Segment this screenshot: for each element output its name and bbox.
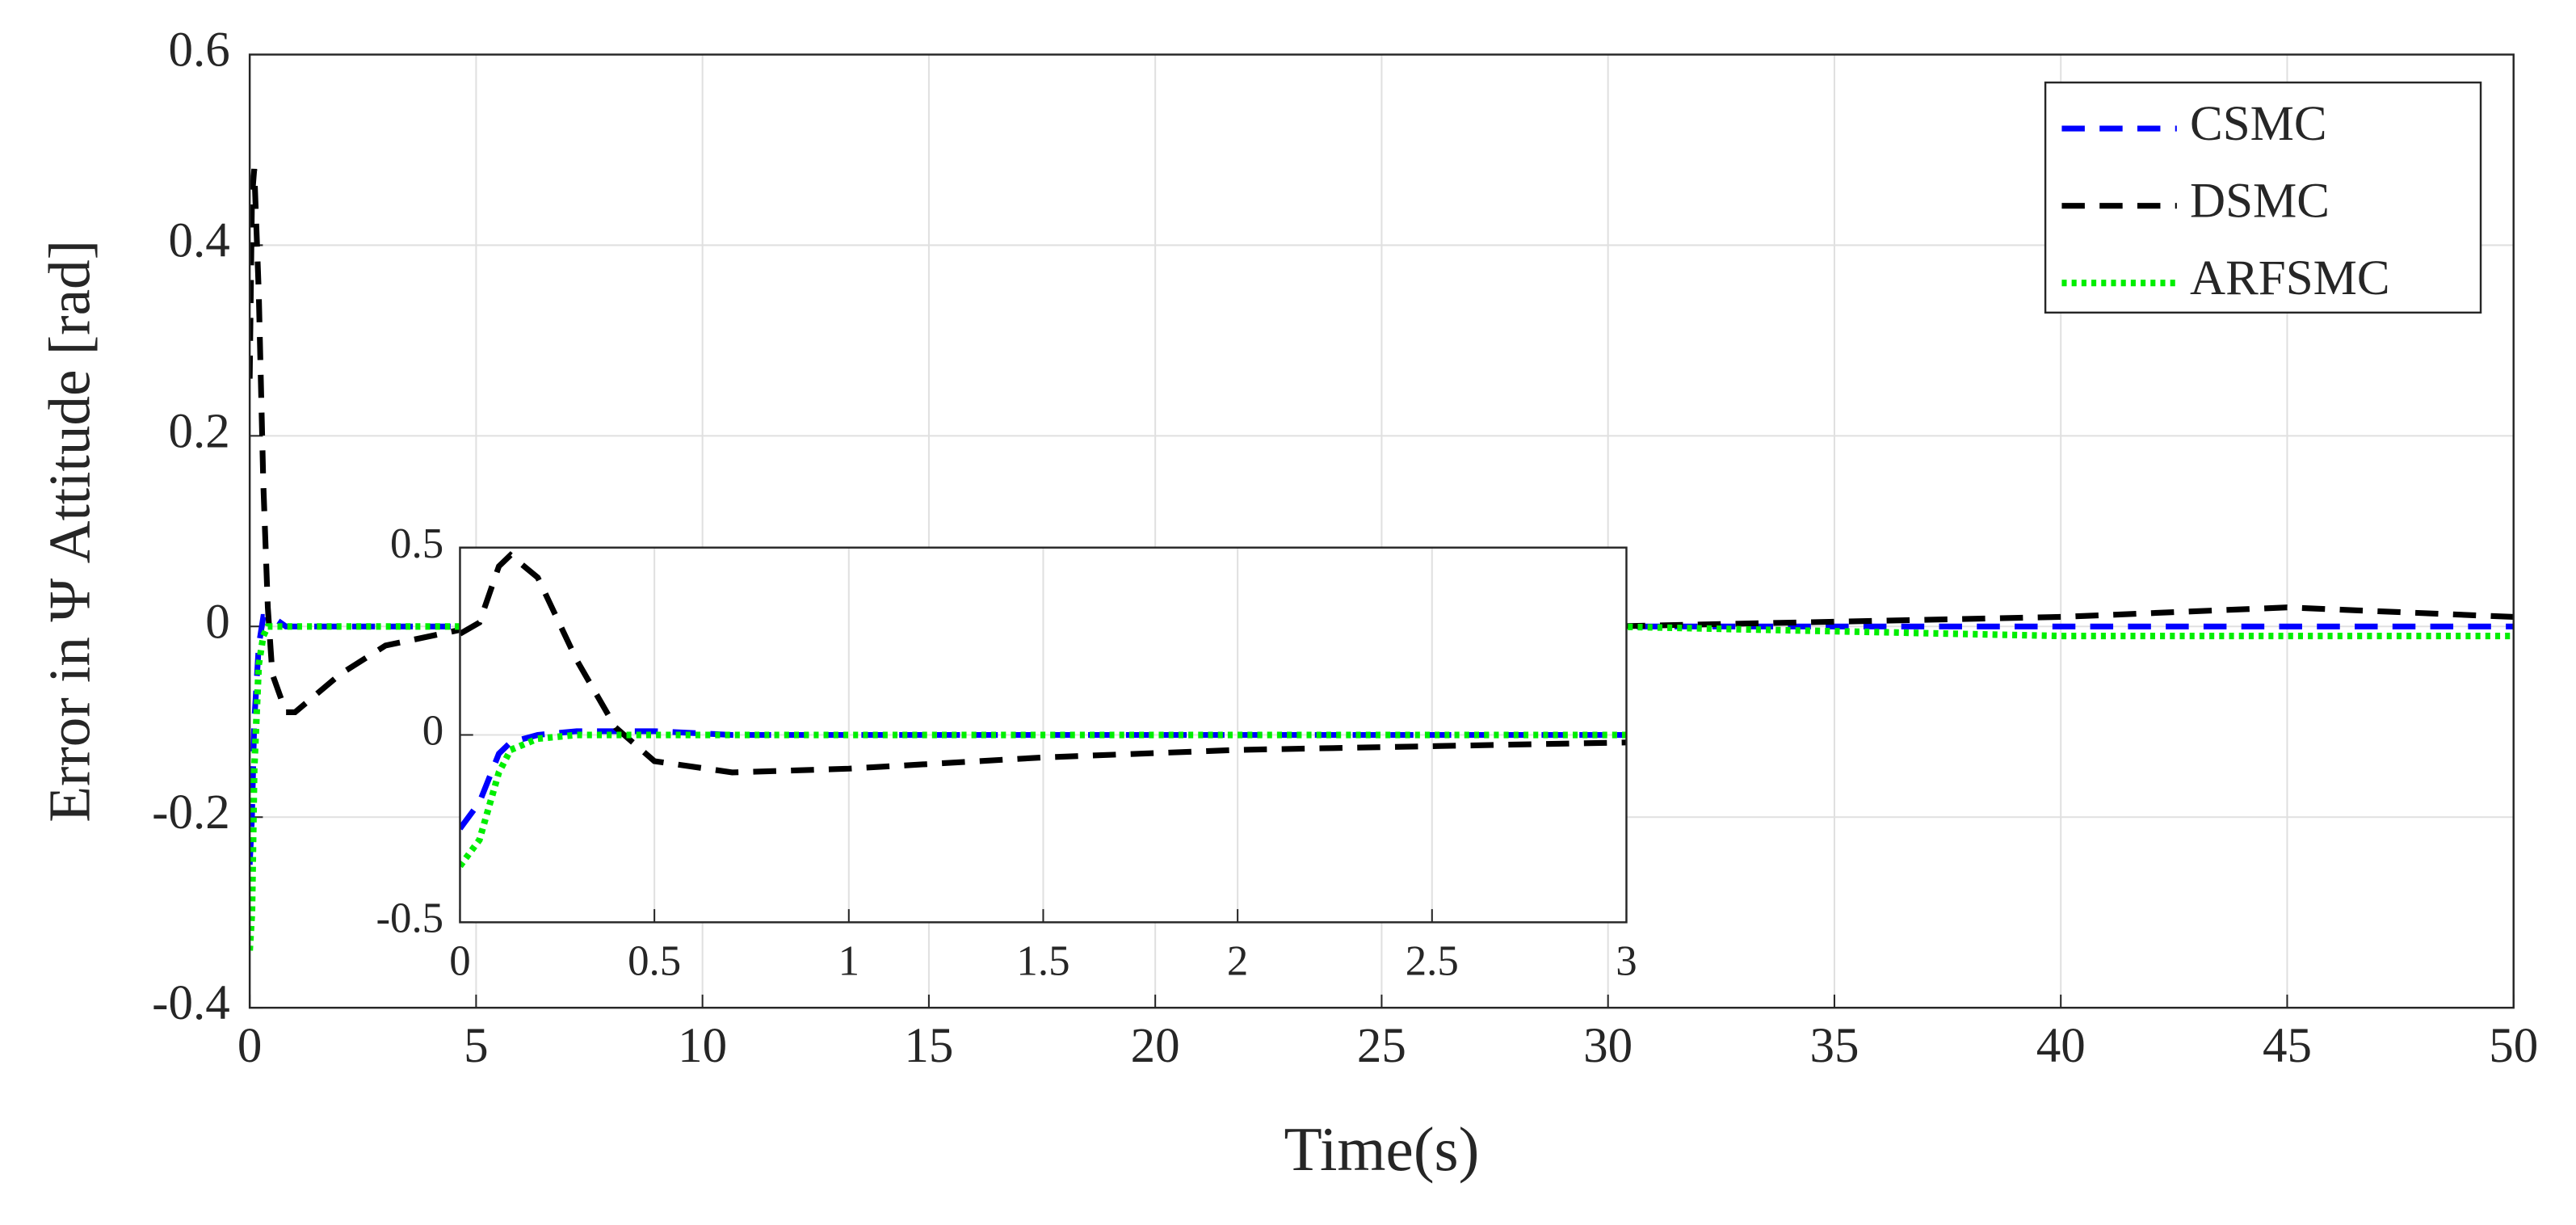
x-tick-label: 40 [2036, 1019, 2086, 1073]
x-tick-label: 30 [1583, 1019, 1633, 1073]
y-tick-label: 0.6 [168, 23, 229, 78]
x-tick-label: 0 [237, 1019, 263, 1073]
y-axis-label: Error in Ψ Attitude [rad] [36, 240, 102, 823]
x-tick-label: 10 [678, 1019, 727, 1073]
legend-label: DSMC [2190, 175, 2330, 229]
x-tick-label: 45 [2263, 1019, 2312, 1073]
y-tick-label: 0 [422, 708, 443, 755]
x-tick-label: 20 [1131, 1019, 1180, 1073]
series-line [460, 551, 1627, 776]
y-tick-label: -0.2 [152, 785, 230, 840]
x-axis-label: Time(s) [1284, 1114, 1479, 1184]
y-tick-label: 0.4 [168, 213, 229, 267]
legend-box [2044, 81, 2482, 314]
x-tick-label: 1 [838, 937, 859, 984]
y-tick-label: 0 [205, 595, 230, 649]
y-tick-label: 0.2 [168, 404, 229, 458]
series-line [250, 168, 2514, 716]
x-tick-label: 3 [1616, 937, 1637, 984]
x-tick-label: 50 [2489, 1019, 2538, 1073]
x-tick-label: 25 [1357, 1019, 1406, 1073]
axes-frame [248, 53, 2515, 1009]
x-tick-label: 0 [449, 937, 470, 984]
x-tick-label: 35 [1809, 1019, 1859, 1073]
y-tick-label: 0.5 [390, 520, 443, 567]
x-tick-label: 2 [1227, 937, 1248, 984]
x-tick-label: 5 [464, 1019, 489, 1073]
axes-frame [459, 546, 1628, 924]
y-tick-label: -0.4 [152, 976, 230, 1030]
y-tick-label: -0.5 [376, 895, 443, 942]
x-tick-label: 0.5 [628, 937, 681, 984]
x-tick-label: 15 [904, 1019, 953, 1073]
x-tick-label: 2.5 [1406, 937, 1459, 984]
legend-label: CSMC [2190, 97, 2327, 151]
legend-label: ARFSMC [2190, 251, 2390, 305]
series-line [250, 623, 2514, 951]
x-tick-label: 1.5 [1016, 937, 1069, 984]
series-line [460, 728, 1627, 831]
